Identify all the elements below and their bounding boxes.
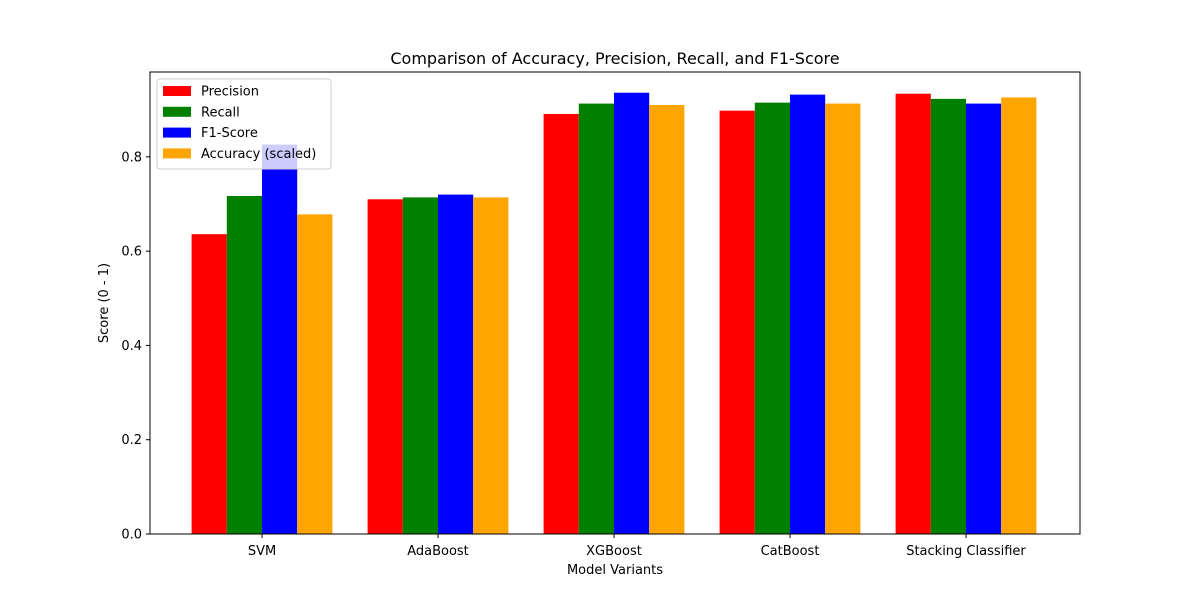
- y-tick-label: 0.8: [121, 150, 142, 165]
- bar: [966, 103, 1002, 534]
- legend-box: [156, 78, 332, 170]
- bar: [895, 93, 931, 534]
- bar: [262, 144, 298, 534]
- legend-swatch: [163, 106, 191, 117]
- bar: [438, 194, 474, 534]
- legend-label: Precision: [201, 85, 259, 100]
- legend-swatch: [163, 148, 191, 159]
- legend-label: Recall: [201, 105, 240, 120]
- x-tick-label: XGBoost: [586, 544, 642, 559]
- bar: [297, 214, 333, 534]
- bar: [402, 197, 438, 534]
- y-tick-label: 0.6: [121, 245, 142, 260]
- chart-title: Comparison of Accuracy, Precision, Recal…: [390, 49, 839, 68]
- bar: [790, 94, 826, 534]
- x-tick-label: SVM: [248, 544, 276, 559]
- plot-area: 0.0 0.2 0.4 0.6 0.8 SVM AdaBoost XGBoost CatBoos…: [121, 71, 1081, 559]
- bar: [930, 98, 966, 535]
- x-tick-label: AdaBoost: [407, 544, 469, 559]
- y-tick-label: 0.0: [121, 528, 142, 543]
- legend: Precision Recall F1-Score Accuracy (scaled): [156, 78, 332, 170]
- plot-frame: [149, 71, 1081, 535]
- x-tick-label: CatBoost: [761, 544, 820, 559]
- bar: [473, 197, 509, 534]
- bar: [825, 103, 861, 534]
- y-tick-label: 0.2: [121, 433, 142, 448]
- bar: [191, 234, 227, 535]
- x-axis-label: Model Variants: [567, 563, 663, 578]
- bar: [649, 105, 685, 534]
- legend-swatch: [163, 127, 191, 138]
- bar: [719, 110, 755, 534]
- y-axis-label: Score (0 - 1): [97, 263, 112, 343]
- legend-swatch: [163, 86, 191, 96]
- bar: [543, 113, 579, 535]
- bar: [754, 102, 790, 534]
- bar: [367, 199, 403, 535]
- x-tick-label: Stacking Classifier: [906, 544, 1026, 559]
- bar: [1001, 97, 1037, 535]
- bar: [578, 103, 614, 534]
- y-tick-label: 0.4: [121, 339, 142, 354]
- bar: [226, 195, 262, 535]
- legend-label: F1-Score: [201, 126, 258, 141]
- legend-label: Accuracy (scaled): [201, 147, 316, 162]
- bar: [614, 92, 650, 535]
